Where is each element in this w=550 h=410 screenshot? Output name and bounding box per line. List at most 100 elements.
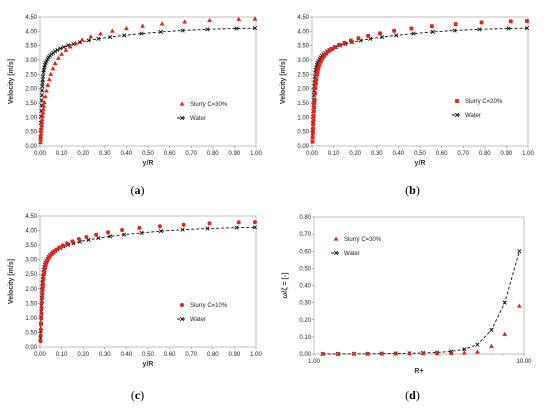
data-point-cross [517, 249, 522, 254]
legend-entry: Slurry C=30% [190, 102, 228, 108]
x-tick-label: 0.10 [56, 151, 68, 157]
data-point-cross [53, 49, 58, 54]
y-tick-label: 0.50 [25, 130, 37, 136]
data-point-cross [205, 27, 210, 32]
x-tick-label: 0.20 [77, 151, 89, 157]
data-point-cross [252, 26, 258, 31]
x-tick-label: 0.40 [121, 151, 133, 157]
data-point-square [316, 66, 321, 70]
data-point-triangle [124, 25, 129, 31]
data-point-triangle [333, 236, 339, 241]
data-point-triangle [52, 60, 58, 66]
data-point-triangle [44, 88, 49, 93]
legend-entry: Water [190, 116, 206, 122]
data-point-triangle [207, 17, 212, 23]
x-tick-label: 1.00 [250, 352, 262, 358]
data-point-circle [252, 220, 257, 225]
data-point-square [315, 73, 319, 77]
legend-entry: Water [344, 251, 360, 257]
y-tick-label: 4.50 [25, 214, 37, 220]
y-tick-label: 2.50 [297, 72, 309, 78]
data-point-triangle [41, 99, 47, 105]
x-axis-label: y/R [143, 160, 154, 167]
x-tick-label: 0.20 [349, 151, 361, 157]
data-point-circle [40, 296, 45, 301]
y-tick-label: 4.00 [25, 229, 37, 235]
data-point-square [479, 20, 484, 25]
y-tick-label: 0.00 [299, 352, 311, 358]
data-point-circle [137, 225, 142, 230]
data-point-cross [40, 84, 45, 89]
y-tick-label: 4.00 [25, 29, 37, 35]
legend-entry: Slurry C=30% [344, 237, 382, 243]
data-point-triangle [38, 128, 44, 133]
data-point-triangle [39, 117, 45, 122]
data-point-circle [38, 327, 43, 332]
data-point-triangle [236, 16, 242, 21]
data-point-triangle [45, 82, 51, 87]
data-point-cross [506, 26, 511, 31]
x-tick-label: 0.90 [501, 151, 513, 157]
data-point-triangle [39, 122, 45, 127]
y-tick-label: 0.80 [299, 215, 311, 221]
y-tick-label: 2.50 [25, 72, 37, 78]
data-point-cross [489, 327, 494, 333]
data-point-circle [76, 236, 81, 241]
data-point-cross [61, 44, 66, 50]
data-point-square [310, 135, 315, 140]
data-point-cross [524, 26, 530, 31]
data-point-cross [411, 31, 416, 36]
y-tick-label: 0.50 [297, 130, 309, 136]
data-point-circle [181, 222, 186, 227]
plot-frame [39, 215, 257, 348]
x-tick-label: 0.80 [207, 352, 219, 358]
data-point-square [322, 54, 326, 58]
data-point-triangle [351, 351, 357, 356]
y-axis-label: ω/ζ = [-] [282, 272, 289, 298]
data-point-square [348, 38, 353, 43]
data-point-circle [42, 269, 47, 274]
x-axis-label: y/R [143, 361, 154, 368]
data-point-square [311, 118, 316, 123]
y-tick-label: 3.50 [25, 44, 37, 50]
data-point-triangle [420, 350, 426, 356]
data-point-triangle [63, 47, 69, 52]
data-point-circle [60, 243, 65, 248]
data-point-cross [475, 342, 480, 347]
data-point-cross [179, 316, 185, 322]
data-point-cross [40, 87, 45, 93]
data-point-square [337, 42, 341, 47]
data-point-triangle [461, 350, 467, 355]
y-tick-label: 4.00 [297, 29, 309, 35]
series-water [38, 26, 258, 140]
y-tick-label: 2.50 [25, 272, 37, 278]
data-point-square [324, 51, 328, 56]
x-axis-label: R+ [414, 368, 423, 375]
data-point-cross [454, 112, 460, 118]
data-point-square [378, 31, 382, 36]
y-axis-label: Velocity [m/s] [8, 259, 15, 304]
data-point-circle [236, 220, 241, 225]
data-point-square [312, 97, 317, 102]
series-slurry-c-30- [38, 16, 258, 145]
data-point-cross [139, 31, 144, 36]
data-point-cross [234, 225, 239, 230]
data-point-square [313, 86, 318, 90]
data-point-square [318, 59, 323, 64]
y-tick-label: 3.50 [25, 243, 37, 249]
data-point-cross [122, 33, 127, 38]
x-tick-label: 0.90 [229, 151, 241, 157]
plot-frame [311, 16, 529, 147]
data-point-circle [207, 221, 212, 226]
y-tick-label: 0.50 [299, 266, 311, 272]
data-point-square [312, 109, 316, 114]
data-point-square [453, 22, 458, 27]
data-point-cross [55, 47, 60, 53]
data-point-cross [333, 250, 339, 256]
data-point-triangle [252, 16, 258, 21]
data-point-cross [39, 98, 44, 103]
x-tick-label: 0.90 [229, 352, 241, 358]
data-point-triangle [41, 103, 47, 108]
plot-frame [39, 16, 257, 147]
x-tick-label: 1.00 [250, 151, 262, 157]
